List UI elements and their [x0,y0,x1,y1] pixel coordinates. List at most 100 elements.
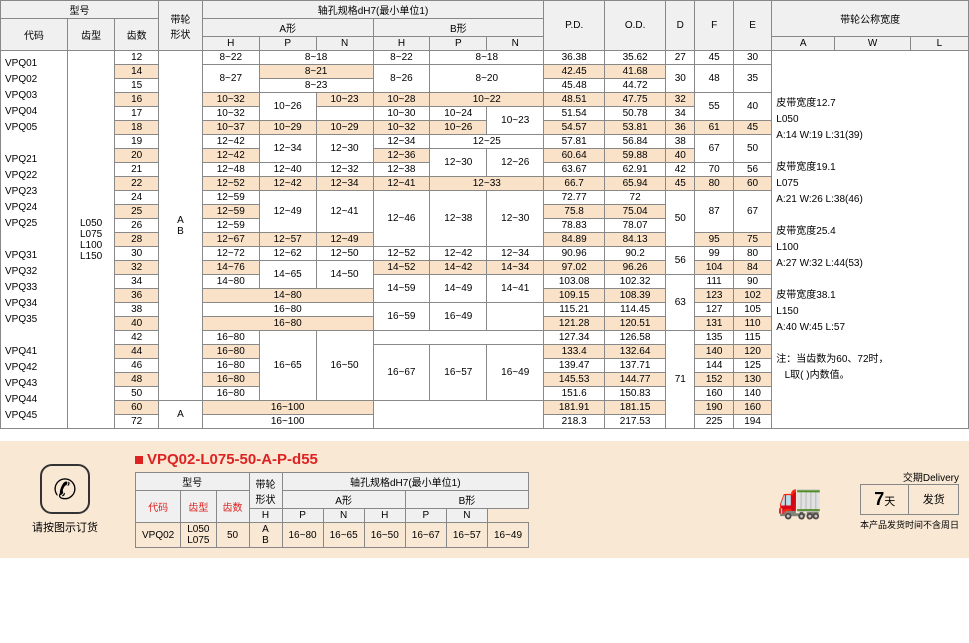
cell: 16~59 [373,303,430,331]
cell: 16~67 [373,345,430,401]
cell: 45 [695,51,733,65]
cell: 12~30 [487,191,544,247]
cell: 12~30 [316,135,373,163]
cell: 140 [695,345,733,359]
cell: 53.81 [605,121,666,135]
cell: 16~49 [487,345,544,401]
hdr-model: 型号 [1,1,159,19]
cell: 12~34 [487,247,544,261]
cell: 12~41 [373,177,430,191]
cell: 12~26 [487,149,544,177]
cell: 36 [115,289,159,303]
cell: 160 [733,401,771,415]
hdr-l: L [910,37,968,51]
cell: 12~42 [202,149,259,163]
order-example: VPQ02-L075-50-A-P-d55 型号 带轮 形状 轴孔规格dH7(最… [135,451,740,548]
cell: 10~26 [430,121,487,135]
delivery-table: 7天 发货 [860,484,959,515]
cell: 130 [733,373,771,387]
cell: 32 [115,261,159,275]
cell: 16~80 [202,331,259,345]
cell: 50.78 [605,107,666,121]
hdr-teeth: 齿数 [115,19,159,51]
hdr-code: 代码 [1,19,68,51]
cell: 57.81 [544,135,605,149]
cell: 22 [115,177,159,191]
cell: 140 [733,387,771,401]
cell: 12~52 [373,247,430,261]
cell: 90.96 [544,247,605,261]
cell: 8~21 [259,65,373,79]
cell: 160 [695,387,733,401]
cell: 20 [115,149,159,163]
cell: 16~65 [259,331,316,401]
hdr-od: O.D. [605,1,666,51]
cell: 75 [733,233,771,247]
cell: 12~49 [259,191,316,233]
cell: 15 [115,79,159,93]
cell: 194 [733,415,771,429]
hdr-b-shape: B形 [373,19,544,37]
cell: 14~41 [487,275,544,303]
cell: 63 [666,275,695,331]
cell: 8~18 [259,51,373,65]
cell: 16 [115,93,159,107]
cell: 40 [115,317,159,331]
shape-ab: A B [159,51,203,401]
cell: 99 [695,247,733,261]
cell: 38 [115,303,159,317]
cell: 10~23 [316,93,373,107]
cell: 48.51 [544,93,605,107]
cell: 12~67 [202,233,259,247]
delivery-box: 交期Delivery 7天 发货 本产品发货时间不含周日 [860,469,959,531]
cell: 14~42 [430,261,487,275]
spec-table: 型号 带轮 形状 轴孔规格dH7(最小单位1) P.D. O.D. D F E … [0,0,969,429]
cell: 14 [115,65,159,79]
delivery-label: 交期Delivery [860,469,959,484]
cell: 95 [695,233,733,247]
cell: 87 [695,191,733,233]
cell: 41.68 [605,65,666,79]
cell: 103.08 [544,275,605,289]
cell: 14~59 [373,275,430,303]
cell: 12~33 [430,177,544,191]
cell: 12 [115,51,159,65]
cell [373,401,544,429]
cell: 12~52 [202,177,259,191]
hdr-a-shape: A形 [202,19,373,37]
cell: 27 [666,51,695,65]
cell: 144 [695,359,733,373]
cell: 14~80 [202,275,259,289]
hdr-nominal-width: 带轮公称宽度 [772,1,969,37]
cell: 34 [666,107,695,121]
cell: 18 [115,121,159,135]
cell: 60.64 [544,149,605,163]
cell: 80 [733,247,771,261]
cell: 139.47 [544,359,605,373]
cell: 42 [666,163,695,177]
cell: 40 [733,93,771,121]
cell: 59.88 [605,149,666,163]
cell: 45 [666,177,695,191]
cell: 48 [115,373,159,387]
hdr-tooth-type: 齿型 [67,19,114,51]
cell: 105 [733,303,771,317]
cell: 8~27 [202,65,259,93]
cell: 72.77 [544,191,605,205]
cell: 12~36 [373,149,430,163]
tooth-types: L050 L075 L100 L150 [67,51,114,429]
cell: 16~49 [430,303,487,331]
cell: 54.57 [544,121,605,135]
cell: 12~40 [259,163,316,177]
cell: 44.72 [605,79,666,93]
cell: 12~25 [430,135,544,149]
cell: 150.83 [605,387,666,401]
cell: 56 [666,247,695,275]
hdr-pd: P.D. [544,1,605,51]
cell: 50 [733,135,771,163]
cell: 8~20 [430,65,544,93]
cell: 133.4 [544,345,605,359]
cell: 115 [733,331,771,345]
cell: 40 [666,149,695,163]
cell: 137.71 [605,359,666,373]
